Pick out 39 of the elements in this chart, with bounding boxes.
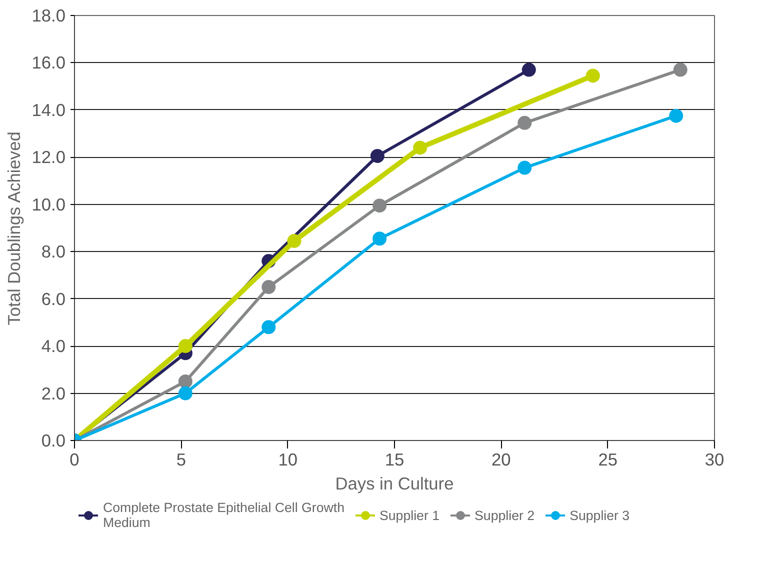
point bbox=[262, 280, 276, 294]
point bbox=[522, 62, 536, 77]
x-tick-label: 25 bbox=[598, 450, 618, 470]
point bbox=[178, 339, 192, 354]
point bbox=[370, 149, 384, 163]
x-tick-label: 10 bbox=[278, 450, 298, 470]
y-tick-label: 16.0 bbox=[32, 52, 66, 73]
point bbox=[413, 140, 428, 155]
point bbox=[178, 374, 192, 388]
y-tick-label: 14.0 bbox=[32, 100, 66, 120]
point bbox=[178, 386, 192, 400]
y-tick-label: 0.0 bbox=[41, 430, 66, 450]
legend-label: Supplier 2 bbox=[474, 508, 535, 522]
y-tick-label: 2.0 bbox=[41, 383, 66, 404]
y-tick-label: 6.0 bbox=[41, 288, 66, 309]
y-tick-label: 4.0 bbox=[41, 336, 66, 356]
point bbox=[586, 68, 600, 83]
point bbox=[673, 62, 688, 77]
point bbox=[518, 160, 532, 175]
point bbox=[372, 198, 387, 213]
x-tick-label: 30 bbox=[704, 450, 724, 470]
y-tick-label: 10.0 bbox=[32, 194, 66, 214]
point bbox=[372, 232, 387, 246]
y-axis-title: Total Doublings Achieved bbox=[4, 132, 24, 326]
x-tick-label: 0 bbox=[70, 450, 80, 470]
point bbox=[262, 320, 276, 334]
y-tick-label: 18.0 bbox=[32, 6, 66, 26]
legend-label: Complete Prostate Epithelial Cell Growth Medium bbox=[103, 500, 344, 530]
y-tick-label: 12.0 bbox=[32, 147, 66, 168]
x-axis-title: Days in Culture bbox=[335, 474, 454, 494]
point bbox=[518, 116, 532, 130]
point bbox=[287, 234, 302, 248]
legend-label: Supplier 1 bbox=[380, 508, 440, 522]
x-tick-label: 5 bbox=[176, 450, 186, 470]
point bbox=[669, 108, 684, 123]
x-tick-label: 20 bbox=[492, 450, 511, 470]
y-tick-label: 8.0 bbox=[41, 242, 66, 262]
legend-label: Supplier 3 bbox=[570, 508, 630, 522]
x-tick-label: 15 bbox=[384, 450, 404, 470]
